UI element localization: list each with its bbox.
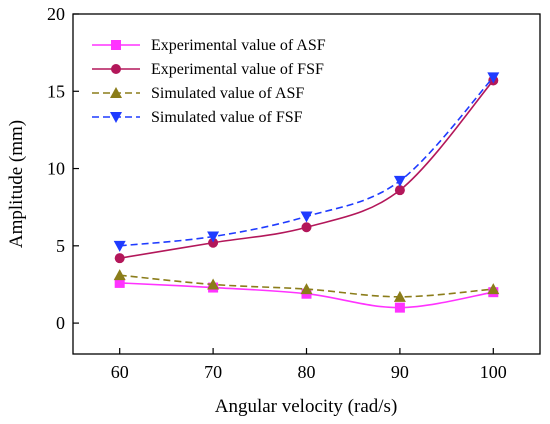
data-point	[487, 72, 500, 84]
data-point	[207, 231, 220, 243]
legend-label: Simulated value of ASF	[151, 85, 304, 102]
data-point	[300, 283, 313, 295]
y-tick-label: 20	[47, 4, 65, 24]
axis-ticks: 60 70 80 90 100 0 5 10 15 20	[47, 4, 507, 382]
x-tick-label: 100	[480, 362, 507, 382]
x-axis-title: Angular velocity (rad/s)	[215, 396, 398, 417]
y-tick-label: 15	[47, 81, 65, 101]
data-point	[113, 269, 126, 281]
data-point	[208, 237, 219, 248]
data-point	[114, 253, 125, 264]
x-tick-label: 80	[298, 362, 316, 382]
legend-marker	[111, 40, 121, 50]
data-point	[300, 211, 313, 223]
legend-label: Simulated value of FSF	[151, 109, 303, 126]
legend-label: Experimental value of FSF	[151, 61, 324, 78]
data-point	[114, 277, 125, 288]
series-line	[119, 79, 494, 259]
data-point	[207, 278, 220, 290]
y-tick-label: 10	[47, 159, 65, 179]
data-point	[394, 302, 405, 313]
legend-marker	[111, 64, 121, 74]
legend-marker	[110, 112, 122, 123]
legend-label: Experimental value of ASF	[151, 37, 326, 54]
y-tick-label: 0	[56, 313, 65, 333]
data-point	[487, 283, 500, 295]
legend-marker	[110, 87, 122, 98]
series-layer	[113, 72, 500, 313]
legend: Experimental value of ASF Experimental va…	[92, 37, 326, 126]
x-tick-label: 70	[204, 362, 222, 382]
y-axis-title: Amplitude (mm)	[6, 120, 27, 248]
data-point	[301, 222, 312, 233]
y-tick-label: 5	[56, 236, 65, 256]
series-line	[119, 76, 494, 247]
data-point	[394, 185, 405, 196]
data-point	[393, 290, 406, 302]
x-tick-label: 60	[111, 362, 129, 382]
data-point	[393, 175, 406, 187]
data-point	[113, 240, 126, 252]
x-tick-label: 90	[391, 362, 409, 382]
